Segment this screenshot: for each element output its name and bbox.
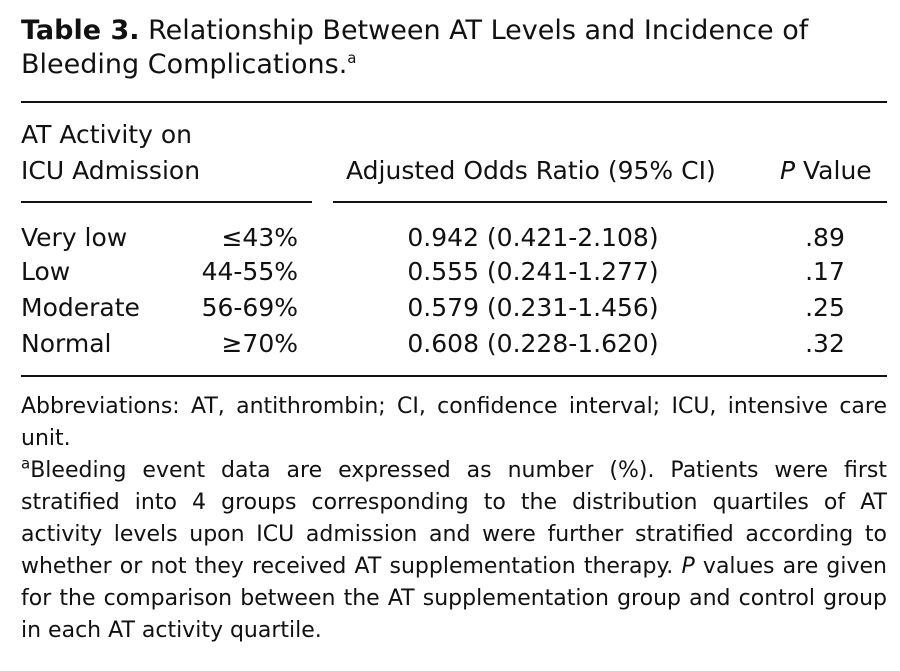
header-at-activity-line2: ICU Admission xyxy=(21,156,201,185)
title-footnote-mark: a xyxy=(347,49,357,67)
row-very-low-group: Very low xyxy=(21,223,128,252)
row-low-group: Low xyxy=(21,257,71,286)
row-moderate-group: Moderate xyxy=(21,293,140,322)
table-number: Table 3. xyxy=(21,15,140,46)
row-low-range: 44-55% xyxy=(201,257,298,286)
table-footnotes: Abbreviations: AT, antithrombin; CI, con… xyxy=(21,391,887,647)
header-p-value: P Value xyxy=(780,154,872,188)
header-p-italic: P xyxy=(780,156,796,185)
footnote-a-italic-p: P xyxy=(681,554,695,579)
row-low-or: 0.555 (0.241-1.277) xyxy=(407,257,659,286)
header-at-activity-line1: AT Activity on xyxy=(21,120,192,149)
header-rule-right xyxy=(333,201,887,203)
table-title: Relationship Between AT Levels and Incid… xyxy=(21,15,809,80)
row-normal-group: Normal xyxy=(21,329,112,358)
header-rule-left xyxy=(21,201,312,203)
row-moderate-range: 56-69% xyxy=(201,293,298,322)
top-rule xyxy=(21,101,887,103)
footnote-a-text-1: Bleeding event data are expressed as num… xyxy=(21,458,887,579)
header-odds-ratio: Adjusted Odds Ratio (95% CI) xyxy=(346,156,716,185)
abbreviations-note: Abbreviations: AT, antithrombin; CI, con… xyxy=(21,394,887,451)
footnote-a: aBleeding event data are expressed as nu… xyxy=(21,455,887,647)
row-moderate-or: 0.579 (0.231-1.456) xyxy=(407,293,659,322)
row-very-low-range: ≤43% xyxy=(221,223,298,252)
row-normal-range: ≥70% xyxy=(221,329,298,358)
row-normal-or: 0.608 (0.228-1.620) xyxy=(407,329,659,358)
row-normal-p: .32 xyxy=(805,329,845,358)
header-p-rest: Value xyxy=(795,156,872,185)
footnote-a-text-2: values are given for the comparison betw… xyxy=(21,554,887,643)
row-low-p: .17 xyxy=(805,257,845,286)
bottom-rule xyxy=(21,375,887,377)
row-very-low-p: .89 xyxy=(805,223,845,252)
table-caption: Table 3. Relationship Between AT Levels … xyxy=(21,14,889,82)
footnote-a-mark: a xyxy=(21,454,31,473)
row-moderate-p: .25 xyxy=(805,293,845,322)
row-very-low-or: 0.942 (0.421-2.108) xyxy=(407,223,659,252)
